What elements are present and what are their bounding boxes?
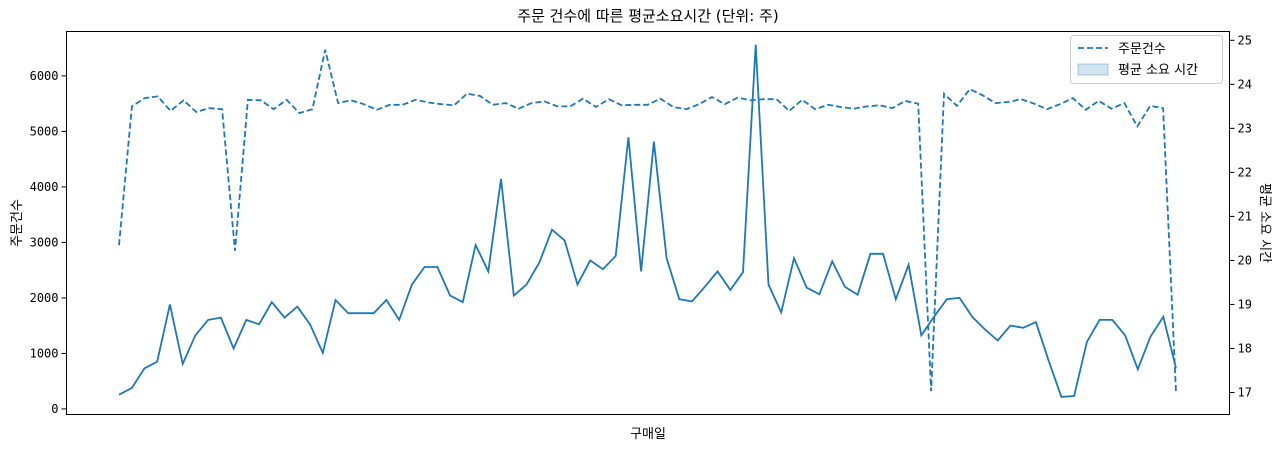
plot-area <box>66 31 1230 415</box>
left-tick-label: 4000 <box>30 180 59 194</box>
y-axis-label-left: 주문건수 <box>10 199 25 247</box>
left-axis-ticks: 0 1000 2000 3000 4000 5000 6000 <box>30 69 67 416</box>
right-tick-label: 21 <box>1238 209 1252 223</box>
right-tick-label: 25 <box>1238 33 1252 47</box>
right-tick-label: 18 <box>1238 341 1252 355</box>
legend-label-order-count: 주문건수 <box>1118 42 1166 57</box>
right-tick-label: 24 <box>1238 77 1252 91</box>
x-axis-label: 구매일 <box>630 427 666 442</box>
left-tick-label: 1000 <box>30 346 59 360</box>
legend: 주문건수 평균 소요 시간 <box>1070 35 1223 84</box>
legend-swatch-area <box>1077 63 1109 76</box>
right-tick-label: 19 <box>1238 297 1252 311</box>
left-tick-label: 3000 <box>30 235 59 249</box>
y-axis-label-right: 평균 소요 시간 <box>1257 183 1272 263</box>
chart-title: 주문 건수에 따른 평균소요시간 (단위: 주) <box>517 7 778 25</box>
series-line-avg-lead-time <box>118 44 1177 398</box>
left-tick-label: 6000 <box>30 69 59 83</box>
right-tick-label: 23 <box>1238 121 1252 135</box>
right-tick-label: 22 <box>1238 165 1252 179</box>
right-axis-ticks: 17 18 19 20 21 22 23 24 25 <box>1229 33 1252 399</box>
right-tick-label: 17 <box>1238 385 1252 399</box>
legend-label-avg-lead-time: 평균 소요 시간 <box>1118 63 1198 78</box>
right-tick-label: 20 <box>1238 253 1252 267</box>
left-tick-label: 2000 <box>30 291 59 305</box>
series-line-order-count <box>118 49 1177 393</box>
left-tick-label: 5000 <box>30 124 59 138</box>
left-tick-label: 0 <box>51 402 58 416</box>
